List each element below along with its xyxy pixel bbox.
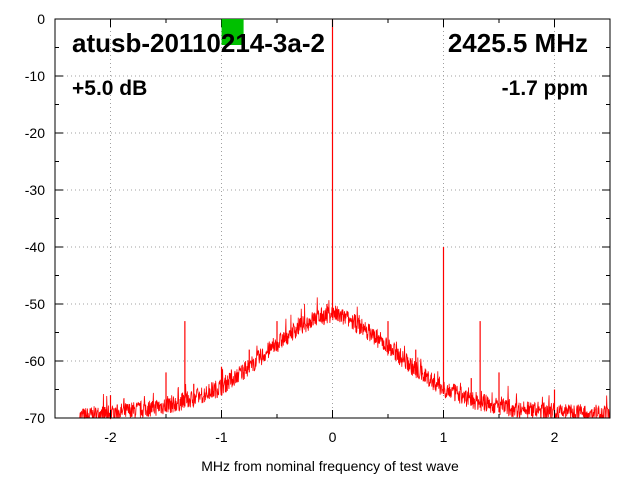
- y-tick-label: -10: [25, 68, 45, 84]
- x-tick-label: -1: [215, 429, 228, 445]
- y-tick-label: -30: [25, 182, 45, 198]
- x-tick-label: 1: [440, 429, 448, 445]
- noise-trace: [79, 297, 611, 420]
- x-axis-label: MHz from nominal frequency of test wave: [201, 458, 459, 474]
- y-tick-labels: 0 -10 -20 -30 -40 -50 -60 -70: [25, 11, 45, 426]
- frequency-marker: [221, 19, 244, 45]
- y-tick-label: 0: [37, 11, 45, 27]
- x-tick-label: 0: [329, 429, 337, 445]
- y-tick-label: -20: [25, 125, 45, 141]
- x-tick-label: -2: [104, 429, 117, 445]
- plot-frame: [54, 18, 611, 419]
- y-tick-label: -50: [25, 296, 45, 312]
- gain-label: +5.0 dB: [72, 77, 147, 100]
- y-tick-label: -60: [25, 353, 45, 369]
- y-tick-label: -40: [25, 239, 45, 255]
- y-tick-label: -70: [25, 410, 45, 426]
- offset-label: -1.7 ppm: [502, 77, 588, 100]
- frequency-label: 2425.5 MHz: [448, 28, 588, 58]
- device-label: atusb-20110214-3a-2: [72, 28, 325, 58]
- x-tick-label: 2: [551, 429, 559, 445]
- x-tick-labels: -2 -1 0 1 2: [104, 429, 558, 445]
- spike-markers: [109, 19, 556, 420]
- noise-trace-line: [79, 297, 611, 420]
